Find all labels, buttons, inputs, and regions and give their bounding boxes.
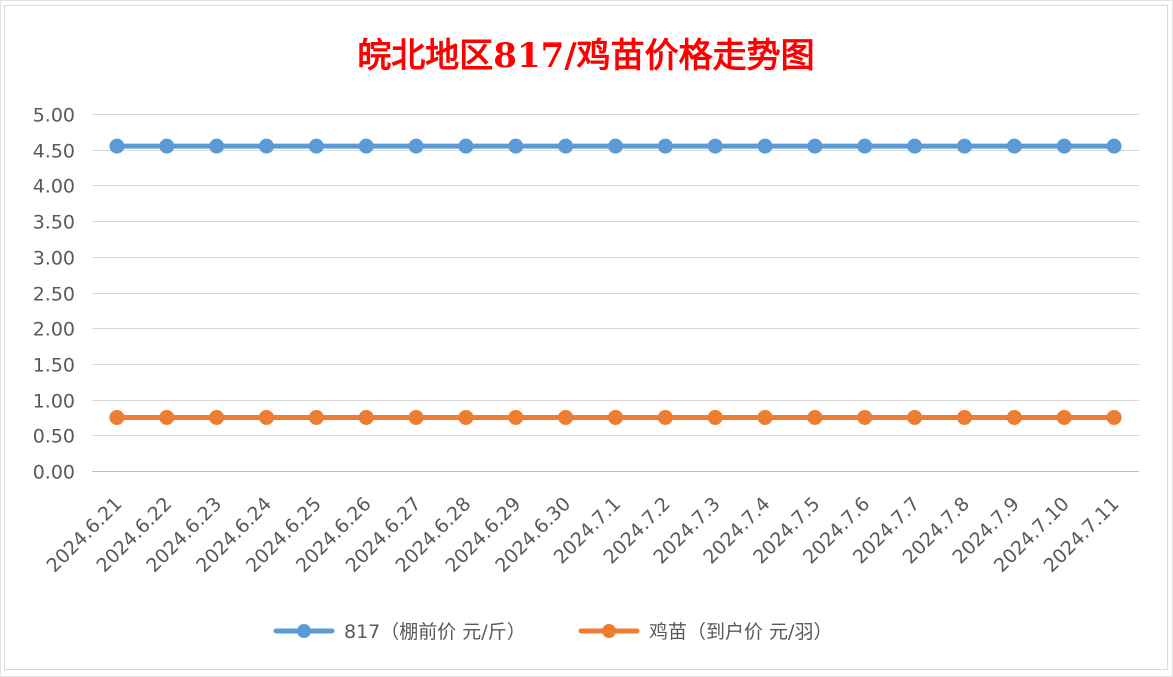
data-point	[608, 138, 623, 154]
data-point	[957, 409, 972, 425]
y-tick-label: 1.00	[33, 391, 75, 413]
data-point	[1056, 409, 1072, 425]
data-point	[558, 409, 574, 425]
data-point	[458, 138, 474, 154]
data-point	[1106, 409, 1122, 425]
gridlines	[92, 114, 1139, 472]
data-point	[308, 409, 324, 425]
y-tick-label: 2.50	[33, 284, 75, 306]
data-point	[907, 138, 923, 154]
y-tick-label: 0.00	[33, 462, 75, 484]
y-tick-label: 2.00	[33, 319, 75, 341]
data-point	[857, 409, 873, 425]
y-tick-label: 5.00	[33, 105, 75, 127]
y-tick-label: 4.50	[33, 141, 75, 163]
data-point	[1006, 138, 1022, 154]
data-point	[308, 138, 324, 154]
data-point	[757, 138, 773, 154]
data-point	[757, 409, 773, 425]
data-point	[558, 138, 574, 154]
y-axis-tick-labels: 0.00 0.50 1.00 1.50 2.00 2.50 3.00 3.50 4.00 4.50…	[33, 105, 75, 484]
data-point	[209, 138, 225, 154]
data-point	[1056, 138, 1072, 154]
legend-item-2: 鸡苗（到户价 元/羽）	[578, 621, 832, 643]
data-point	[1006, 409, 1022, 425]
data-point	[109, 409, 125, 425]
y-tick-label: 4.00	[33, 176, 75, 198]
data-point	[707, 409, 723, 425]
data-point	[657, 138, 673, 154]
y-tick-label: 3.00	[33, 248, 75, 270]
chart-area[interactable]: 皖北地区817/鸡苗价格走势图	[4, 5, 1168, 670]
y-tick-label: 3.50	[33, 212, 75, 234]
legend: 817（棚前价 元/斤） 鸡苗（到户价 元/羽）	[273, 621, 832, 643]
data-point	[408, 138, 424, 154]
data-point	[707, 138, 723, 154]
chart-title: 皖北地区817/鸡苗价格走势图	[357, 36, 815, 76]
data-point	[807, 138, 823, 154]
data-point	[159, 138, 175, 154]
data-point	[807, 409, 823, 425]
legend-label: 817（棚前价 元/斤）	[344, 621, 526, 643]
data-point	[259, 409, 274, 425]
data-point	[358, 409, 374, 425]
data-point	[109, 138, 125, 154]
y-tick-label: 0.50	[33, 426, 75, 448]
legend-marker	[602, 624, 616, 638]
data-point	[159, 409, 175, 425]
data-point	[608, 409, 623, 425]
data-point	[209, 409, 225, 425]
data-point	[957, 138, 972, 154]
legend-marker	[297, 624, 311, 638]
legend-item-1: 817（棚前价 元/斤）	[273, 621, 526, 643]
data-point	[907, 409, 923, 425]
data-point	[857, 138, 873, 154]
data-point	[1106, 138, 1122, 154]
data-point	[508, 138, 524, 154]
data-point	[458, 409, 474, 425]
data-point	[408, 409, 424, 425]
x-axis-tick-labels: 2024.6.212024.6.222024.6.232024.6.242024…	[43, 493, 1124, 577]
data-point	[259, 138, 274, 154]
data-point	[657, 409, 673, 425]
series-layer	[109, 138, 1122, 425]
data-point	[508, 409, 524, 425]
data-point	[358, 138, 374, 154]
y-tick-label: 1.50	[33, 355, 75, 377]
legend-label: 鸡苗（到户价 元/羽）	[649, 621, 832, 643]
